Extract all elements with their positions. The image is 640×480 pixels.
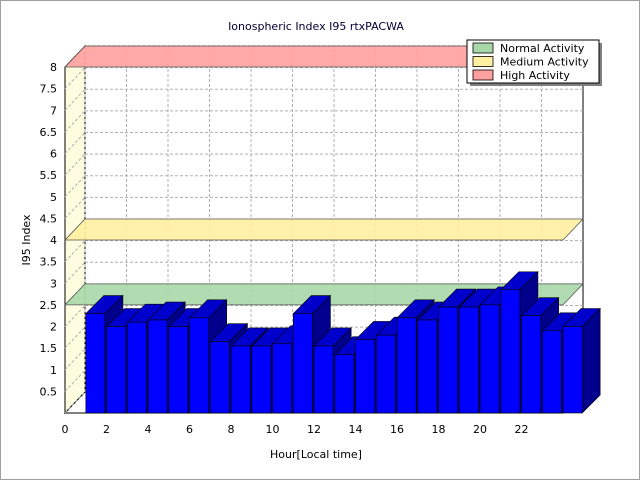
y-tick-label: 1.5: [40, 342, 58, 355]
legend-swatch: [472, 69, 494, 81]
legend-label: Medium Activity: [500, 56, 589, 69]
x-tick-label: 12: [307, 423, 321, 436]
y-tick-label: 7.5: [40, 83, 58, 96]
x-tick-label: 0: [62, 423, 69, 436]
x-tick-label: 8: [228, 423, 235, 436]
x-axis-ticks: 0 2 4 6 8 10 12 14 16 18 20 22: [62, 423, 529, 436]
legend-label: High Activity: [500, 69, 570, 82]
bar-front: [210, 341, 230, 414]
legend-swatch: [472, 42, 494, 54]
y-tick-label: 1: [50, 364, 57, 377]
bar-front: [542, 330, 562, 414]
y-tick-label: 2.5: [40, 299, 58, 312]
x-tick-label: 14: [349, 423, 363, 436]
legend-item-medium: Medium Activity: [472, 56, 589, 69]
bars: [85, 271, 601, 414]
y-tick-label: 4.5: [40, 212, 58, 225]
x-axis-label: Hour[Local time]: [270, 448, 362, 461]
bar-front: [127, 321, 147, 414]
x-tick-label: 6: [186, 423, 193, 436]
x-tick-label: 10: [266, 423, 280, 436]
bar-front: [417, 319, 438, 414]
legend-swatch: [472, 56, 494, 67]
bar-front: [500, 289, 521, 414]
bar-front: [189, 317, 209, 414]
x-tick-label: 20: [473, 423, 487, 436]
bar-front: [85, 313, 106, 414]
bar-front: [230, 345, 251, 414]
y-tick-label: 7: [50, 104, 57, 117]
bar-front: [376, 334, 396, 414]
bar-front: [147, 319, 168, 414]
y-tick-label: 3: [50, 277, 57, 290]
bar-front: [438, 306, 458, 414]
bar-front: [479, 304, 500, 414]
y-tick-label: 5.5: [40, 169, 58, 182]
x-tick-label: 16: [390, 423, 404, 436]
legend-item-high: High Activity: [472, 69, 570, 82]
y-tick-label: 4: [50, 234, 57, 247]
activity-bands: [64, 45, 584, 306]
bar-front: [396, 317, 417, 414]
bar-front: [562, 326, 583, 414]
bar-front: [313, 345, 334, 414]
y-tick-label: 0.5: [40, 385, 58, 398]
y-axis-ticks: 0.5 1 1.5 2 2.5 3 3.5 4 4.5 5 5.5 6 6.5 7 7.5 8: [40, 61, 58, 398]
x-tick-label: 4: [145, 423, 152, 436]
bar-front: [521, 315, 541, 414]
x-tick-label: 22: [515, 423, 529, 436]
chart-title: Ionospheric Index I95 rtxPACWA: [228, 20, 404, 33]
x-tick-label: 18: [432, 423, 446, 436]
y-tick-label: 2: [50, 321, 57, 334]
bar-front: [355, 339, 375, 414]
y-tick-label: 3.5: [40, 256, 58, 269]
bar-front: [293, 313, 313, 414]
y-tick-label: 6.5: [40, 126, 58, 139]
bar: [562, 307, 601, 414]
legend-item-normal: Normal Activity: [472, 42, 585, 55]
bar-front: [459, 306, 479, 414]
y-tick-label: 8: [50, 61, 57, 74]
bar-front: [251, 345, 272, 414]
bar-front: [168, 326, 189, 414]
x-tick-label: 2: [103, 423, 110, 436]
medium-activity-band: [64, 218, 584, 241]
y-tick-label: 6: [50, 148, 57, 161]
y-tick-label: 5: [50, 191, 57, 204]
legend-label: Normal Activity: [500, 42, 585, 55]
bar-front: [272, 343, 292, 414]
bar-front: [106, 326, 126, 414]
bar-front: [334, 354, 355, 414]
y-axis-label: I95 Index: [20, 214, 33, 266]
